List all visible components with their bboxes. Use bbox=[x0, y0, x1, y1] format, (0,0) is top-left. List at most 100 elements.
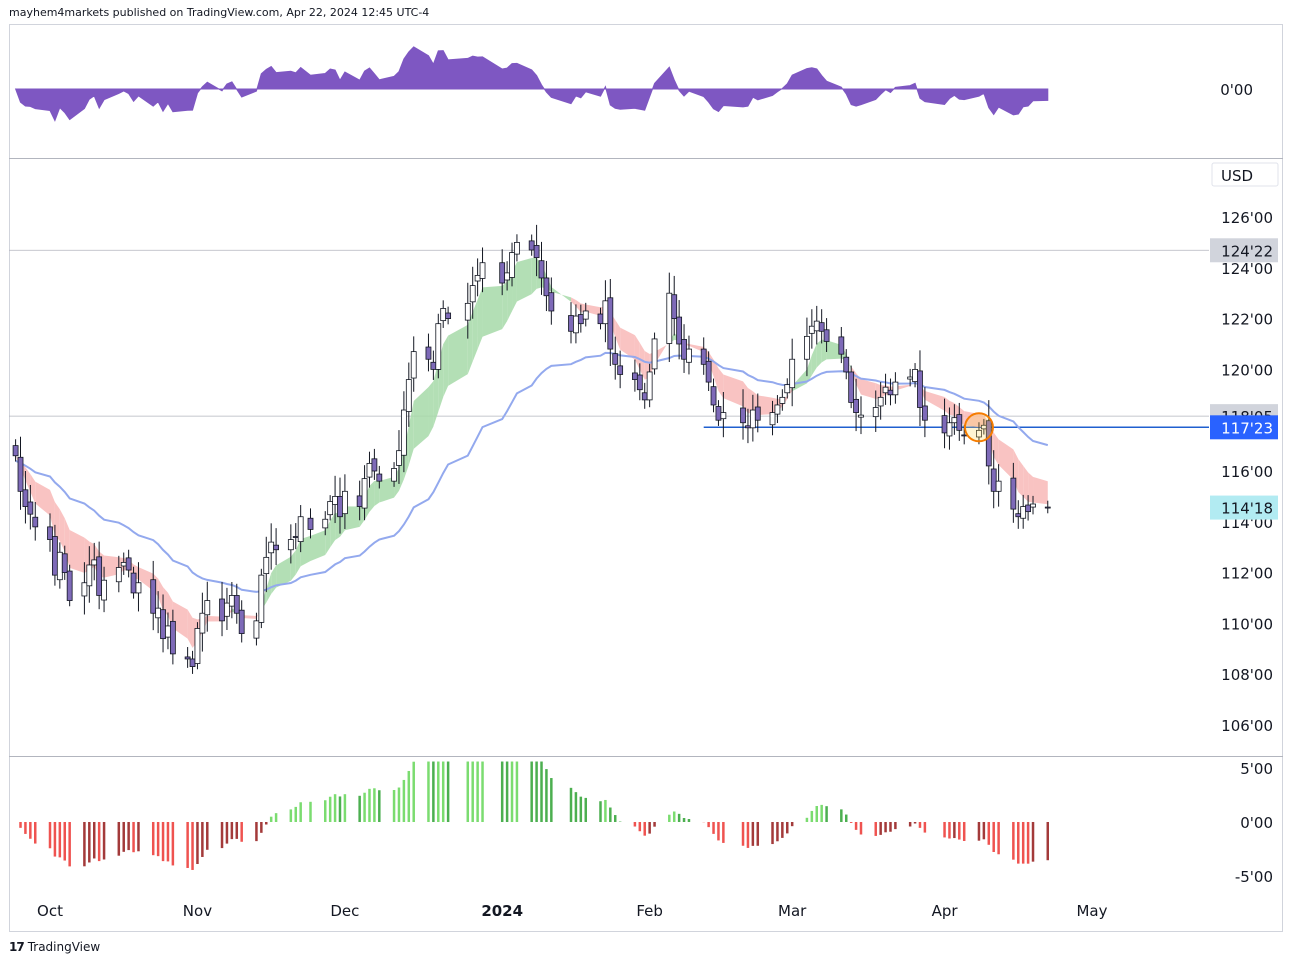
candle[interactable] bbox=[705, 351, 712, 392]
candle[interactable] bbox=[853, 378, 859, 432]
candle[interactable] bbox=[17, 436, 24, 510]
candle[interactable] bbox=[440, 300, 447, 328]
tradingview-footer[interactable]: 17 TradingView bbox=[9, 940, 100, 954]
candle[interactable] bbox=[101, 566, 107, 613]
candle[interactable] bbox=[789, 338, 796, 407]
candle[interactable] bbox=[582, 302, 589, 327]
candle[interactable] bbox=[219, 581, 225, 637]
candle[interactable] bbox=[985, 400, 992, 485]
candle[interactable] bbox=[233, 583, 240, 624]
candle[interactable] bbox=[533, 224, 540, 277]
candle[interactable] bbox=[548, 277, 555, 325]
candle[interactable] bbox=[990, 450, 997, 509]
candle[interactable] bbox=[474, 258, 481, 297]
candle[interactable] bbox=[514, 234, 520, 262]
candle[interactable] bbox=[509, 242, 515, 287]
candle[interactable] bbox=[396, 430, 402, 484]
candle[interactable] bbox=[636, 363, 643, 401]
price-tag-grey[interactable]: 124'22 bbox=[1210, 238, 1278, 263]
candle[interactable] bbox=[22, 471, 29, 524]
main-price-panel[interactable] bbox=[9, 224, 1209, 674]
candle[interactable] bbox=[631, 359, 638, 392]
candle[interactable] bbox=[224, 587, 230, 631]
candle[interactable] bbox=[47, 513, 53, 552]
candle[interactable] bbox=[617, 350, 624, 389]
candle[interactable] bbox=[602, 280, 609, 343]
candle[interactable] bbox=[1030, 495, 1036, 515]
candle[interactable] bbox=[1010, 462, 1017, 523]
top-oscillator-panel[interactable] bbox=[14, 46, 1049, 122]
candle[interactable] bbox=[892, 372, 899, 404]
candle[interactable] bbox=[194, 622, 201, 670]
candle[interactable] bbox=[686, 335, 692, 375]
candle[interactable] bbox=[253, 612, 260, 646]
candle[interactable] bbox=[238, 600, 245, 643]
candle[interactable] bbox=[1044, 500, 1051, 514]
candle[interactable] bbox=[843, 349, 850, 380]
candle[interactable] bbox=[273, 528, 279, 566]
candle[interactable] bbox=[469, 266, 476, 319]
candle[interactable] bbox=[27, 484, 34, 530]
candle[interactable] bbox=[568, 302, 574, 344]
candle[interactable] bbox=[528, 234, 535, 256]
candle[interactable] bbox=[769, 400, 776, 436]
candle[interactable] bbox=[1015, 500, 1022, 529]
candle[interactable] bbox=[464, 282, 471, 339]
candle[interactable] bbox=[86, 546, 93, 603]
candle[interactable] bbox=[199, 592, 206, 652]
candle[interactable] bbox=[115, 555, 122, 593]
candle[interactable] bbox=[720, 392, 727, 438]
candle[interactable] bbox=[671, 275, 678, 336]
candle[interactable] bbox=[425, 333, 432, 372]
candle[interactable] bbox=[125, 549, 132, 578]
candle[interactable] bbox=[189, 650, 196, 674]
candle[interactable] bbox=[858, 396, 864, 435]
candle[interactable] bbox=[838, 326, 845, 364]
candle[interactable] bbox=[400, 391, 407, 473]
candle[interactable] bbox=[681, 324, 687, 373]
candle[interactable] bbox=[651, 332, 658, 375]
candle[interactable] bbox=[877, 382, 884, 420]
candle[interactable] bbox=[804, 317, 810, 377]
candle[interactable] bbox=[676, 300, 683, 360]
candle[interactable] bbox=[479, 247, 486, 293]
candle[interactable] bbox=[700, 337, 707, 375]
candle[interactable] bbox=[405, 362, 412, 427]
candle[interactable] bbox=[96, 541, 103, 610]
candle[interactable] bbox=[184, 647, 191, 668]
candle[interactable] bbox=[740, 389, 746, 440]
candle[interactable] bbox=[435, 313, 442, 379]
candle[interactable] bbox=[361, 465, 368, 521]
candle[interactable] bbox=[710, 378, 717, 413]
candle[interactable] bbox=[12, 439, 19, 462]
candle[interactable] bbox=[1025, 495, 1032, 521]
candle[interactable] bbox=[666, 272, 673, 363]
candle[interactable] bbox=[391, 462, 397, 487]
candle[interactable] bbox=[612, 336, 619, 380]
candle[interactable] bbox=[445, 306, 452, 325]
candle[interactable] bbox=[150, 560, 157, 631]
candle[interactable] bbox=[66, 564, 73, 607]
candle[interactable] bbox=[410, 336, 417, 392]
candle[interactable] bbox=[376, 465, 383, 489]
candle[interactable] bbox=[872, 390, 879, 432]
candle[interactable] bbox=[292, 523, 299, 550]
bottom-histogram-panel[interactable] bbox=[16, 761, 1050, 870]
candle[interactable] bbox=[823, 318, 830, 352]
candle[interactable] bbox=[646, 363, 653, 408]
candle[interactable] bbox=[946, 407, 953, 450]
candle[interactable] bbox=[268, 523, 275, 570]
candle[interactable] bbox=[573, 304, 579, 344]
candle[interactable] bbox=[366, 451, 373, 488]
candle[interactable] bbox=[81, 562, 88, 615]
candle[interactable] bbox=[917, 350, 923, 427]
highlight-circle[interactable] bbox=[963, 412, 994, 443]
candle[interactable] bbox=[327, 495, 334, 521]
candle[interactable] bbox=[607, 278, 614, 366]
candle[interactable] bbox=[1020, 494, 1027, 529]
candle[interactable] bbox=[258, 568, 265, 629]
candle[interactable] bbox=[745, 408, 751, 444]
candle[interactable] bbox=[263, 536, 270, 593]
currency-button[interactable]: USD bbox=[1211, 162, 1279, 187]
